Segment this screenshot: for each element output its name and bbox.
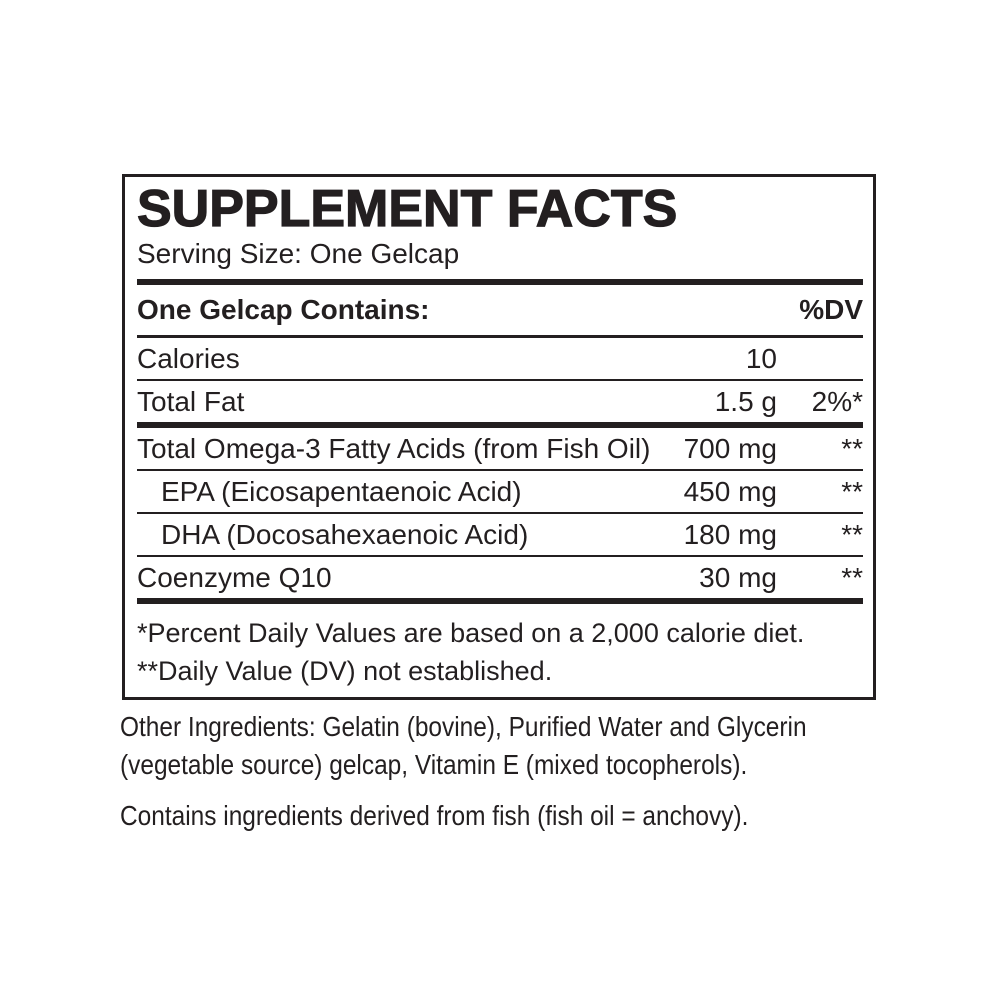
nutrient-name: Coenzyme Q10 bbox=[137, 562, 332, 593]
thin-divider bbox=[137, 469, 863, 471]
nutrient-name: Calories bbox=[137, 343, 240, 374]
nutrient-name: Total Fat bbox=[137, 386, 245, 417]
nutrient-row-epa: EPA (Eicosapentaenoic Acid) 450 mg ** bbox=[137, 471, 863, 512]
nutrient-name: EPA (Eicosapentaenoic Acid) bbox=[161, 476, 522, 507]
nutrient-amount: 180 mg bbox=[683, 519, 777, 550]
thick-divider bbox=[137, 279, 863, 285]
contains-header: One Gelcap Contains: bbox=[137, 294, 430, 325]
supplement-facts-panel: SUPPLEMENT FACTS Serving Size: One Gelca… bbox=[122, 174, 876, 700]
nutrient-amount: 10 bbox=[745, 343, 777, 374]
nutrient-name: Total Omega-3 Fatty Acids (from Fish Oil… bbox=[137, 433, 651, 464]
serving-size: Serving Size: One Gelcap bbox=[137, 238, 460, 269]
nutrient-row-total-fat: Total Fat 1.5 g 2%* bbox=[137, 381, 863, 422]
dv-column-header: %DV bbox=[799, 294, 863, 325]
nutrient-amount: 450 mg bbox=[683, 476, 777, 507]
other-ingredients-text: Other Ingredients: Gelatin (bovine), Pur… bbox=[120, 711, 807, 780]
footnote-percent-dv: *Percent Daily Values are based on a 2,0… bbox=[137, 618, 805, 648]
nutrient-amount: 700 mg bbox=[683, 433, 777, 464]
medium-divider bbox=[137, 335, 863, 338]
label-statements: Other Ingredients: Gelatin (bovine), Pur… bbox=[120, 708, 881, 835]
nutrient-row-omega3: Total Omega-3 Fatty Acids (from Fish Oil… bbox=[137, 428, 863, 469]
nutrient-name: DHA (Docosahexaenoic Acid) bbox=[161, 519, 529, 550]
footnote-dv-not-established: **Daily Value (DV) not established. bbox=[137, 656, 553, 686]
thin-divider bbox=[137, 379, 863, 381]
nutrient-row-coq10: Coenzyme Q10 30 mg ** bbox=[137, 557, 863, 598]
fish-allergen-statement: Contains ingredients derived from fish (… bbox=[120, 800, 749, 831]
nutrient-amount: 1.5 g bbox=[714, 386, 777, 417]
footnotes: *Percent Daily Values are based on a 2,0… bbox=[137, 604, 863, 690]
nutrient-row-calories: Calories 10 bbox=[137, 338, 863, 379]
nutrient-dv: 2%* bbox=[811, 386, 863, 417]
nutrient-dv: ** bbox=[841, 562, 863, 593]
thin-divider bbox=[137, 512, 863, 514]
thick-divider bbox=[137, 422, 863, 428]
nutrient-dv: ** bbox=[841, 476, 863, 507]
panel-title: SUPPLEMENT FACTS bbox=[136, 180, 678, 238]
nutrient-amount: 30 mg bbox=[699, 562, 777, 593]
nutrient-dv: ** bbox=[841, 433, 863, 464]
thin-divider bbox=[137, 555, 863, 557]
thick-divider bbox=[137, 598, 863, 604]
table-header-row: One Gelcap Contains: %DV bbox=[137, 285, 863, 335]
nutrient-row-dha: DHA (Docosahexaenoic Acid) 180 mg ** bbox=[137, 514, 863, 555]
nutrient-dv: ** bbox=[841, 519, 863, 550]
